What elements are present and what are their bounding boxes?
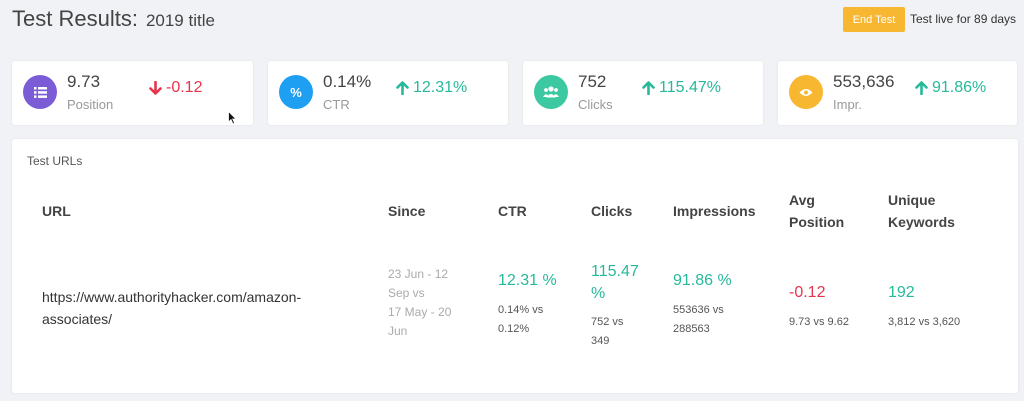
ctr-detail-line1: 0.14% vs — [498, 304, 544, 316]
clicks-change-line2: % — [591, 285, 606, 302]
users-icon — [534, 75, 568, 109]
panel-title: Test URLs — [27, 154, 83, 168]
url-cell[interactable]: https://www.authorityhacker.com/amazon- … — [42, 286, 301, 330]
impressions-delta: 91.86% — [915, 79, 986, 97]
clicks-delta-value: 115.47% — [659, 79, 721, 96]
ctr-change: 12.31 % — [498, 272, 557, 289]
page-title-row: Test Results: 2019 title — [12, 6, 215, 32]
col-header-unique-keywords-line1: Unique — [888, 192, 936, 208]
clicks-detail-line1: 752 vs — [591, 316, 624, 328]
impressions-detail-line1: 553636 vs — [673, 304, 724, 316]
ctr-card: % 0.14% CTR 12.31% — [268, 61, 508, 125]
since-cell: 23 Jun - 12 Sep vs 17 May - 20 Jun — [388, 265, 451, 341]
url-line2: associates/ — [42, 311, 113, 327]
eye-icon — [789, 75, 823, 109]
clicks-delta: 115.47% — [642, 79, 721, 97]
ctr-delta-value: 12.31% — [413, 79, 468, 96]
clicks-value: 752 — [578, 72, 607, 91]
url-line1: https://www.authorityhacker.com/amazon- — [42, 289, 302, 305]
arrow-down-icon — [149, 81, 162, 95]
position-label: Position — [67, 97, 114, 112]
test-live-status: Test live for 89 days — [910, 12, 1017, 26]
clicks-card: 752 Clicks 115.47% — [523, 61, 763, 125]
col-header-ctr: CTR — [498, 203, 527, 219]
impressions-label: Impr. — [833, 97, 862, 112]
impressions-detail-line2: 288563 — [673, 323, 710, 335]
clicks-detail: 752 vs 349 — [591, 313, 623, 351]
percent-icon: % — [279, 75, 313, 109]
arrow-up-icon — [396, 81, 409, 95]
position-delta-value: -0.12 — [166, 79, 203, 96]
impressions-value: 553,636 — [833, 72, 895, 91]
ctr-detail: 0.14% vs 0.12% — [498, 301, 543, 339]
clicks-label: Clicks — [578, 97, 613, 112]
ctr-value: 0.14% — [323, 72, 372, 91]
test-urls-panel: Test URLs URL Since CTR Clicks Impressio… — [12, 139, 1018, 393]
col-header-clicks: Clicks — [591, 203, 633, 219]
since-line1: 23 Jun - 12 — [388, 267, 449, 281]
impressions-change: 91.86 % — [673, 272, 732, 289]
impressions-delta-value: 91.86% — [932, 79, 987, 96]
since-line2: Sep vs — [388, 286, 425, 300]
col-header-impressions: Impressions — [673, 203, 756, 219]
clicks-change: 115.47 % — [591, 261, 639, 305]
position-value: 9.73 — [67, 72, 101, 91]
col-header-url: URL — [42, 203, 71, 219]
avg-position-change: -0.12 — [789, 284, 826, 301]
col-header-unique-keywords: Unique Keywords — [888, 189, 955, 233]
ctr-delta: 12.31% — [396, 79, 467, 97]
impressions-detail: 553636 vs 288563 — [673, 301, 724, 339]
since-line3: 17 May - 20 — [388, 305, 452, 319]
unique-keywords-detail: 3,812 vs 3,620 — [888, 316, 961, 328]
position-delta: -0.12 — [149, 79, 202, 97]
col-header-unique-keywords-line2: Keywords — [888, 214, 955, 230]
mouse-cursor-icon — [228, 111, 237, 125]
col-header-avg-position-line1: Avg — [789, 192, 815, 208]
clicks-detail-line2: 349 — [591, 335, 610, 347]
col-header-avg-position-line2: Position — [789, 214, 845, 230]
unique-keywords-change: 192 — [888, 284, 915, 301]
arrow-up-icon — [915, 81, 928, 95]
col-header-avg-position: Avg Position — [789, 189, 844, 233]
page-title: Test Results: — [12, 6, 138, 31]
col-header-since: Since — [388, 203, 426, 219]
end-test-button[interactable]: End Test — [843, 7, 905, 32]
clicks-change-line1: 115.47 — [591, 263, 639, 280]
ctr-detail-line2: 0.12% — [498, 323, 530, 335]
arrow-up-icon — [642, 81, 655, 95]
impressions-card: 553,636 Impr. 91.86% — [778, 61, 1017, 125]
page-subtitle: 2019 title — [145, 11, 215, 30]
list-icon — [23, 75, 57, 109]
position-card: 9.73 Position -0.12 — [12, 61, 253, 125]
since-line4: Jun — [388, 324, 408, 338]
ctr-label: CTR — [323, 97, 350, 112]
avg-position-detail: 9.73 vs 9.62 — [789, 316, 849, 328]
